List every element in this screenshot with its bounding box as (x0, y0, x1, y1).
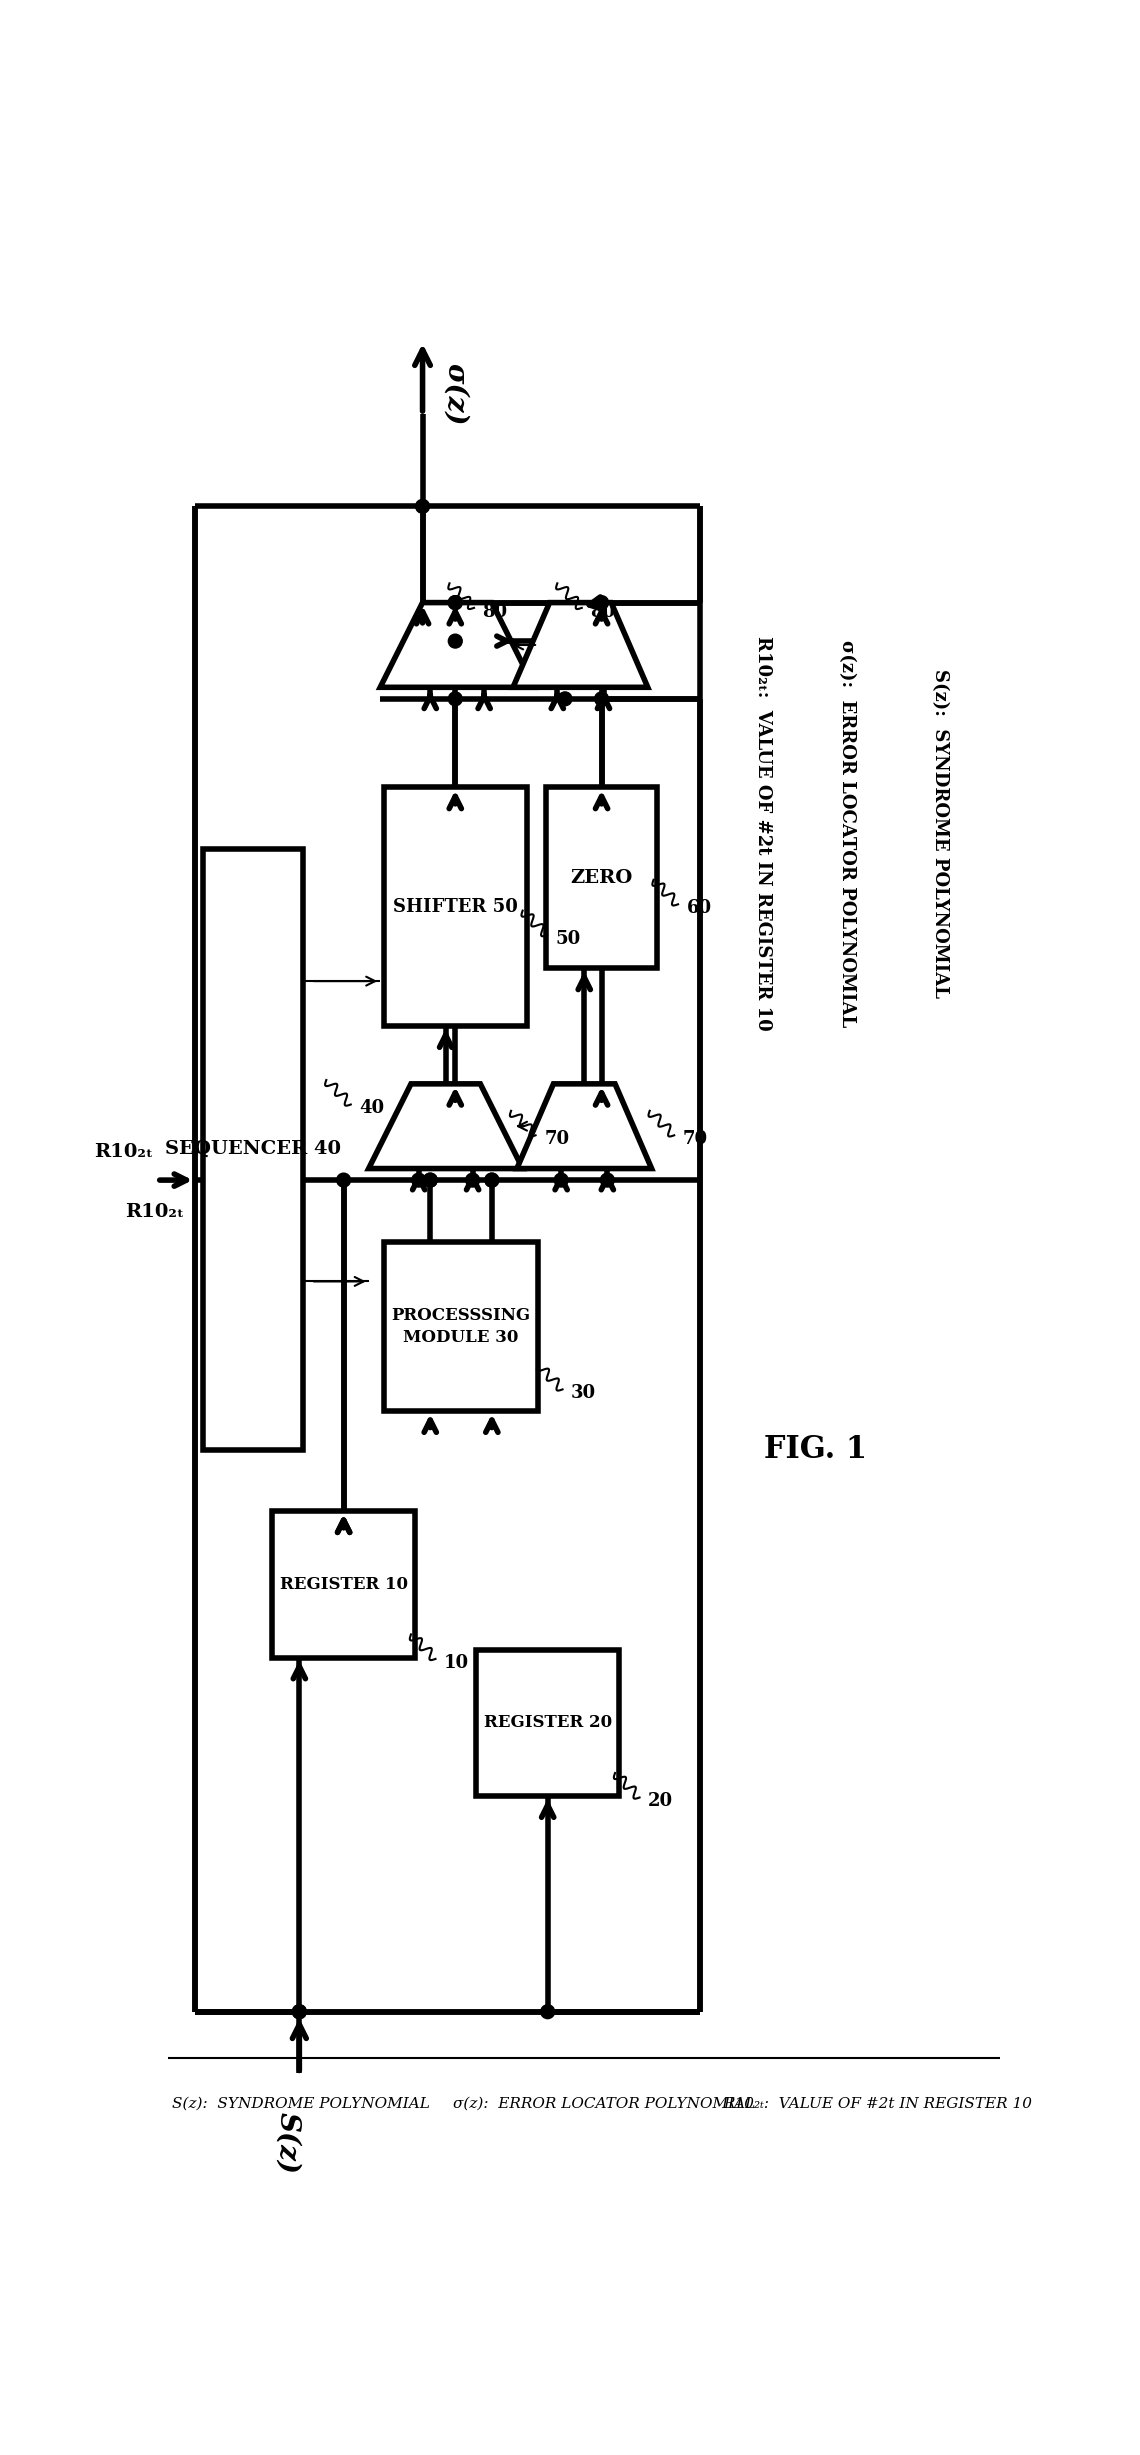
Circle shape (601, 1173, 614, 1188)
Text: R10₂ₜ: R10₂ₜ (93, 1144, 153, 1161)
FancyBboxPatch shape (203, 849, 303, 1448)
Text: REGISTER 20: REGISTER 20 (483, 1714, 612, 1731)
FancyBboxPatch shape (384, 1242, 538, 1412)
Text: SHIFTER 50: SHIFTER 50 (393, 899, 518, 916)
Text: 70: 70 (683, 1129, 708, 1149)
Text: 60: 60 (686, 899, 711, 918)
Polygon shape (381, 601, 535, 687)
Circle shape (293, 2006, 307, 2018)
Text: SEQUENCER 40: SEQUENCER 40 (165, 1139, 341, 1159)
Circle shape (448, 597, 462, 609)
FancyBboxPatch shape (546, 788, 658, 967)
Text: 80: 80 (591, 601, 616, 621)
Text: R10₂ₜ:  VALUE OF #2t IN REGISTER 10: R10₂ₜ: VALUE OF #2t IN REGISTER 10 (723, 2097, 1032, 2111)
Circle shape (448, 633, 462, 648)
Circle shape (559, 692, 572, 705)
Circle shape (336, 1173, 351, 1188)
Circle shape (595, 597, 609, 609)
FancyBboxPatch shape (272, 1512, 415, 1657)
Circle shape (554, 1173, 568, 1188)
Circle shape (448, 597, 462, 609)
Text: σ(z):  ERROR LOCATOR POLYNOMIAL: σ(z): ERROR LOCATOR POLYNOMIAL (838, 641, 856, 1026)
Text: ZERO: ZERO (570, 869, 633, 886)
Circle shape (484, 1173, 499, 1188)
Text: σ(z): σ(z) (442, 363, 469, 427)
Text: 70: 70 (544, 1129, 569, 1149)
Text: S(z):  SYNDROME POLYNOMIAL: S(z): SYNDROME POLYNOMIAL (930, 670, 948, 999)
Circle shape (484, 1173, 499, 1188)
Text: 10: 10 (445, 1655, 470, 1672)
Circle shape (448, 692, 462, 705)
Text: PROCESSSING
MODULE 30: PROCESSSING MODULE 30 (391, 1306, 530, 1345)
Circle shape (412, 1173, 425, 1188)
FancyBboxPatch shape (477, 1650, 619, 1797)
Text: 80: 80 (482, 601, 507, 621)
Circle shape (540, 2006, 554, 2018)
Circle shape (423, 1173, 437, 1188)
Text: R10₂ₜ: R10₂ₜ (124, 1203, 184, 1220)
Polygon shape (516, 1083, 652, 1169)
Text: FIG. 1: FIG. 1 (764, 1434, 866, 1466)
Circle shape (465, 1173, 480, 1188)
Text: 30: 30 (571, 1385, 596, 1402)
Text: 20: 20 (649, 1792, 674, 1809)
Circle shape (416, 498, 430, 513)
Text: σ(z):  ERROR LOCATOR POLYNOMIAL: σ(z): ERROR LOCATOR POLYNOMIAL (454, 2097, 756, 2111)
Text: S(z):  SYNDROME POLYNOMIAL: S(z): SYNDROME POLYNOMIAL (172, 2097, 430, 2111)
Polygon shape (368, 1083, 522, 1169)
Text: R10₂ₜ:  VALUE OF #2t IN REGISTER 10: R10₂ₜ: VALUE OF #2t IN REGISTER 10 (754, 636, 772, 1031)
Text: REGISTER 10: REGISTER 10 (279, 1576, 408, 1593)
Circle shape (595, 692, 609, 705)
Text: S(z): S(z) (275, 2111, 301, 2173)
FancyBboxPatch shape (384, 788, 527, 1026)
Circle shape (423, 1173, 437, 1188)
Polygon shape (513, 601, 648, 687)
Circle shape (293, 2006, 307, 2018)
Text: 40: 40 (359, 1100, 384, 1117)
Text: 50: 50 (556, 930, 581, 948)
